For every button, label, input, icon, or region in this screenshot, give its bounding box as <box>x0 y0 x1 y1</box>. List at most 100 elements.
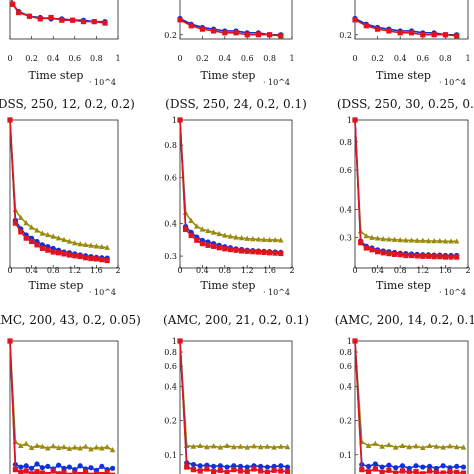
data-point-red <box>420 471 426 474</box>
data-point-red <box>188 232 194 239</box>
series-line-olive <box>179 340 288 449</box>
data-point-blue <box>447 465 453 471</box>
data-point-red <box>454 469 460 474</box>
data-point-red <box>380 250 386 256</box>
x-axis-exponent: · 10^4 <box>263 288 290 297</box>
data-point-red <box>66 472 72 474</box>
x-tick-label: 1.6 <box>90 266 103 275</box>
data-point-red <box>267 32 273 38</box>
data-point-olive <box>365 442 372 448</box>
y-tick-label: 0.4 <box>164 220 177 229</box>
y-tick-label: 0.6 <box>164 174 177 183</box>
chart-panel-5: (DSS, 250, 24, 0.2, 0.1) 0 0.4 0.8 1.2 1.6 2 0.… <box>164 97 307 297</box>
x-tick-label: 1.2 <box>241 266 254 275</box>
data-point-olive <box>363 233 370 239</box>
chart-panel-1: 0 0.2 0.4 0.6 0.8 1 Time step · 10^4 <box>7 0 121 87</box>
data-point-olive <box>431 237 437 244</box>
data-point-olive <box>28 224 35 230</box>
data-point-olive <box>420 237 426 243</box>
data-point-olive <box>66 238 73 244</box>
series-line-red <box>179 19 281 37</box>
x-tick-label: 0 <box>7 266 12 275</box>
data-point-red <box>48 14 54 21</box>
data-point-olive <box>386 441 392 448</box>
data-point-red <box>7 338 13 344</box>
data-point-red <box>104 469 110 474</box>
chart-title: (DSS, 250, 24, 0.2, 0.1) <box>165 97 307 111</box>
data-point-red <box>23 235 29 241</box>
data-point-olive <box>408 237 415 243</box>
data-point-olive <box>414 237 420 243</box>
data-point-red <box>399 468 406 474</box>
data-point-red <box>420 32 426 38</box>
data-point-red <box>447 469 453 474</box>
data-point-olive <box>278 237 284 243</box>
y-tick-label: 0.1 <box>164 451 177 460</box>
data-point-red <box>425 253 432 259</box>
series-line-olive <box>9 119 108 249</box>
data-point-red <box>448 254 454 260</box>
data-point-olive <box>278 443 284 449</box>
chart-panel-8: (AMC, 200, 21, 0.2, 0.1) 0.1 0.2 0.4 0.6 0.8 1 <box>163 313 309 474</box>
data-point-red <box>352 338 358 344</box>
x-axis-label: Time step <box>201 279 256 292</box>
data-point-olive <box>386 236 392 242</box>
data-point-blue <box>110 465 116 471</box>
data-point-olive <box>39 443 46 449</box>
y-tick-label: 0.2 <box>339 417 352 426</box>
data-point-red <box>39 470 45 474</box>
data-point-blue <box>39 465 46 471</box>
data-point-olive <box>217 444 224 450</box>
data-point-red <box>99 471 105 474</box>
y-tick-label: 0.4 <box>339 382 352 391</box>
data-point-red <box>80 19 87 25</box>
data-point-red <box>26 13 33 19</box>
data-point-red <box>267 250 273 256</box>
data-point-red <box>386 250 392 257</box>
data-point-olive <box>104 244 110 250</box>
x-tick-label: 0 <box>352 266 357 275</box>
x-axis-label: Time step <box>376 69 431 82</box>
x-axis-exponent: · 10^4 <box>439 78 466 87</box>
data-point-olive <box>255 236 262 242</box>
data-point-red <box>23 468 29 474</box>
data-point-blue <box>420 464 426 470</box>
data-point-olive <box>250 235 256 242</box>
data-point-olive <box>453 444 460 450</box>
data-point-olive <box>233 234 239 240</box>
x-tick-label: 0.2 <box>25 54 38 63</box>
x-tick-label: 0.4 <box>394 54 407 63</box>
series-line-blue <box>354 340 464 470</box>
x-tick-label: 0.4 <box>25 266 38 275</box>
data-point-red <box>77 253 83 260</box>
data-point-olive <box>199 226 206 232</box>
x-axis-label: Time step <box>376 279 431 292</box>
chart-title: (AMC, 200, 43, 0.2, 0.05) <box>0 313 141 327</box>
data-point-olive <box>72 240 78 246</box>
data-point-red <box>431 254 437 260</box>
data-point-olive <box>413 443 419 449</box>
x-axis-exponent: · 10^4 <box>263 78 290 87</box>
data-point-olive <box>440 444 446 450</box>
data-point-red <box>278 33 284 39</box>
data-point-olive <box>28 444 35 451</box>
data-point-red <box>261 249 267 255</box>
data-point-olive <box>188 217 194 223</box>
series-line-blue <box>354 119 457 257</box>
data-point-olive <box>66 445 73 451</box>
data-point-blue <box>224 464 230 470</box>
data-point-red <box>194 237 200 243</box>
data-point-olive <box>216 230 222 237</box>
data-point-olive <box>244 444 250 450</box>
x-tick-label: 1 <box>465 54 470 63</box>
data-point-blue <box>258 463 264 470</box>
data-point-red <box>413 469 419 474</box>
data-point-red <box>233 247 239 253</box>
data-point-red <box>224 469 230 474</box>
data-point-blue <box>237 463 244 470</box>
data-point-red <box>88 472 94 474</box>
data-point-red <box>244 32 250 38</box>
data-point-red <box>205 242 211 248</box>
data-point-blue <box>56 462 62 468</box>
data-point-olive <box>406 444 413 450</box>
